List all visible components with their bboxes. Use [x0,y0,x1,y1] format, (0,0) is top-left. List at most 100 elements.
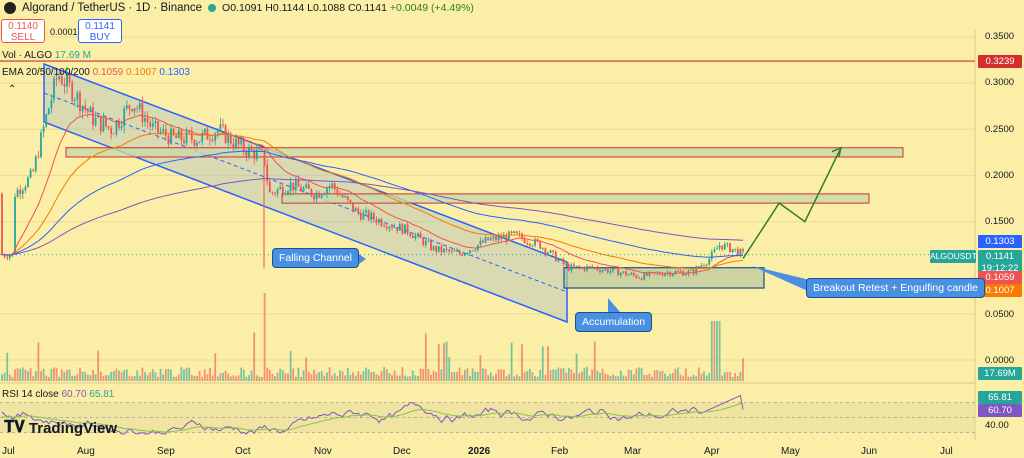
candle-body [250,146,253,151]
candle-body [505,235,508,241]
volume-bar [474,371,477,381]
candle-body [560,258,562,260]
candle-body [723,243,726,250]
volume-bar [435,371,438,381]
candle-body [375,219,378,224]
candle-body [554,251,557,262]
candle-body [115,121,118,134]
candle-body [151,123,154,127]
candle-body [734,248,737,250]
candle-body [110,127,113,134]
candle-body [422,237,425,245]
candle-body [305,184,308,188]
candle-body [167,135,170,145]
candle-body [94,117,97,126]
candle-body [378,219,380,224]
candle-body [222,124,224,126]
volume-bar [716,321,718,381]
volume-legend[interactable]: Vol · ALGO 17.69 M [2,50,91,61]
candle-body [570,264,573,271]
volume-bar [211,375,214,381]
volume-bar [708,373,711,381]
candle-body [710,251,713,260]
candle-body [531,245,534,247]
ema-legend[interactable]: EMA 20/50/100/200 0.1059 0.1007 0.1303 [2,67,190,78]
symbol-title[interactable]: Algorand / TetherUS · 1D · Binance [22,2,203,14]
collapse-legend-icon[interactable]: ⌃ [8,84,17,95]
candle-body [333,183,336,190]
supply-zone-upper [65,147,904,158]
volume-bar [21,367,24,381]
accumulation-callout[interactable]: Accumulation [575,312,653,332]
candle-body [180,130,183,141]
volume-bar [58,376,61,381]
candle-body [14,196,16,254]
volume-bar [544,374,547,381]
projection-path [742,147,842,259]
volume-bar [14,369,16,381]
volume-bar [196,375,198,381]
breakout-callout[interactable]: Breakout Retest + Engulfing candle [806,278,985,298]
candle-body [658,272,661,275]
sell-label: SELL [10,32,36,43]
volume-bar [534,376,536,381]
candle-body [149,122,152,127]
volume-bar [227,373,230,381]
falling-channel [43,62,568,324]
candle-body [339,194,341,196]
volume-bar [622,375,625,381]
volume-bar [432,370,435,381]
volume-bar [684,368,687,381]
volume-bar [294,376,297,381]
volume-bar [76,374,79,381]
volume-bar [471,368,474,381]
volume-bar [344,375,347,381]
volume-bar [453,372,456,381]
volume-bar [580,371,583,381]
candle-body [534,239,536,246]
market-open-icon [208,4,217,12]
last-price-tag: 0.1141 [978,250,1022,263]
candle-body [664,273,666,276]
volume-bar [133,375,136,381]
volume-bar [136,370,139,381]
buy-button[interactable]: 0.1141 BUY [78,19,122,43]
volume-bar [183,369,185,381]
volume-bar [274,376,276,381]
candle-body [593,267,596,269]
volume-bar [89,375,92,381]
price-axis-label: 0.1500 [985,216,1015,227]
volume-bar [367,369,370,381]
candle-body [502,235,505,239]
rsi-legend[interactable]: RSI 14 close 60.70 65.81 [2,389,115,400]
candle-body [599,269,601,272]
volume-bar [575,353,578,381]
volume-bar [300,376,302,381]
sell-button[interactable]: 0.1140 SELL [1,19,45,43]
volume-bar [625,376,627,381]
volume-bar [643,375,646,381]
candle-body [352,202,354,211]
volume-bar [521,344,523,381]
volume-bar [674,368,677,381]
candle-body [292,182,295,191]
falling-channel-callout[interactable]: Falling Channel [272,248,359,268]
candle-body [190,132,193,140]
candle-body [297,179,300,187]
candle-body [118,121,120,128]
volume-bar [289,351,292,381]
candle-body [435,246,438,252]
candle-body [370,212,373,220]
candle-body [71,82,74,102]
volume-bar [339,370,341,381]
volume-bar [180,367,183,381]
volume-bar [164,369,167,381]
volume-bar [55,368,58,381]
volume-bar [388,373,391,381]
candle-body [76,92,79,101]
volume-bar [105,375,107,381]
volume-bar [281,370,284,381]
time-tick: Jun [861,446,878,457]
candle-body [138,102,141,109]
